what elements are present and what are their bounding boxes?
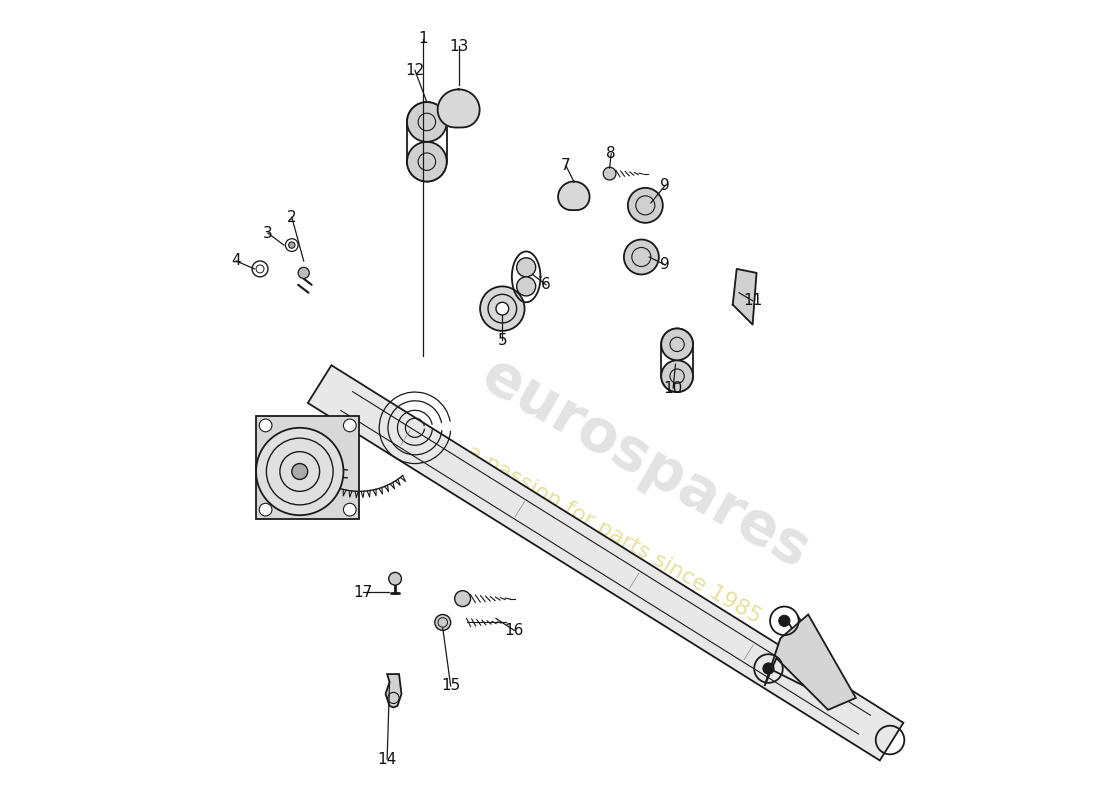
- Text: 9: 9: [660, 178, 670, 193]
- Text: 11: 11: [742, 293, 762, 308]
- Text: 6: 6: [541, 278, 551, 292]
- Text: 5: 5: [497, 333, 507, 348]
- Circle shape: [517, 277, 536, 296]
- Text: 3: 3: [263, 226, 273, 241]
- Circle shape: [343, 503, 356, 516]
- Text: a passion for parts since 1985: a passion for parts since 1985: [463, 442, 764, 628]
- Text: 15: 15: [441, 678, 460, 694]
- Text: 1: 1: [418, 31, 428, 46]
- Circle shape: [628, 188, 663, 223]
- Text: 13: 13: [449, 39, 469, 54]
- FancyBboxPatch shape: [256, 416, 360, 519]
- Circle shape: [480, 286, 525, 331]
- Text: 12: 12: [405, 63, 425, 78]
- Polygon shape: [438, 90, 480, 127]
- Circle shape: [454, 590, 471, 606]
- Text: 16: 16: [505, 623, 524, 638]
- Circle shape: [661, 329, 693, 360]
- Text: 14: 14: [377, 751, 397, 766]
- Circle shape: [288, 242, 295, 248]
- Circle shape: [298, 267, 309, 278]
- Circle shape: [661, 360, 693, 392]
- Polygon shape: [733, 269, 757, 325]
- Polygon shape: [764, 614, 856, 710]
- Circle shape: [292, 463, 308, 479]
- Circle shape: [496, 302, 508, 315]
- Circle shape: [603, 167, 616, 180]
- Circle shape: [407, 102, 447, 142]
- Circle shape: [388, 572, 401, 585]
- Text: 4: 4: [231, 254, 241, 269]
- Polygon shape: [386, 674, 402, 707]
- Circle shape: [256, 428, 343, 515]
- Text: 7: 7: [561, 158, 571, 173]
- Text: 10: 10: [663, 381, 683, 395]
- Text: 2: 2: [287, 210, 297, 225]
- Circle shape: [624, 239, 659, 274]
- Text: 9: 9: [660, 258, 670, 273]
- Circle shape: [343, 419, 356, 432]
- Circle shape: [407, 142, 447, 182]
- Text: 17: 17: [354, 585, 373, 600]
- Circle shape: [434, 614, 451, 630]
- Polygon shape: [308, 366, 903, 761]
- Circle shape: [260, 503, 272, 516]
- Circle shape: [260, 419, 272, 432]
- Polygon shape: [558, 182, 590, 210]
- Circle shape: [763, 663, 774, 674]
- Text: 8: 8: [606, 146, 616, 162]
- Circle shape: [517, 258, 536, 277]
- Text: eurospares: eurospares: [471, 346, 820, 581]
- Circle shape: [779, 615, 790, 626]
